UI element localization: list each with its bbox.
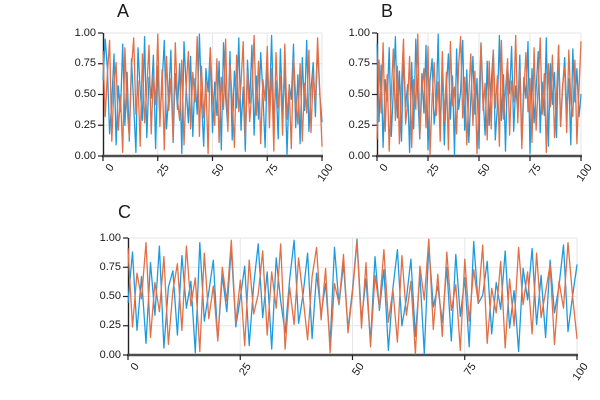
x-tick-label: 25 (154, 162, 172, 179)
chart-b-title: B (381, 1, 394, 21)
x-tick-label: 75 (461, 361, 479, 378)
chart-panel-c: C 0.00 0.25 0.50 0.75 1.00 0 25 50 75 100 (100, 203, 591, 383)
x-tick-label: 0 (128, 361, 142, 373)
y-tick-label: 0.25 (348, 118, 370, 131)
x-tick-label: 0 (103, 162, 117, 174)
x-tick-label: 0 (377, 162, 391, 174)
y-tick-label: 0.00 (74, 149, 96, 162)
y-tick-label: 0.50 (74, 88, 96, 100)
y-tick-label: 1.00 (99, 231, 121, 244)
x-tick-label: 75 (526, 162, 544, 179)
y-tick-label: 0.75 (74, 57, 96, 70)
x-tick-label: 50 (475, 162, 493, 179)
y-tick-label: 1.00 (348, 26, 370, 39)
y-tick-label: 0.50 (99, 290, 121, 302)
chart-c-title: C (118, 202, 131, 222)
chart-a-plot (98, 32, 323, 161)
y-tick-label: 1.00 (74, 26, 96, 39)
chart-b-plot (372, 32, 582, 161)
y-tick-label: 0.75 (99, 260, 121, 273)
x-tick-label: 100 (315, 162, 336, 184)
y-tick-label: 0.00 (99, 348, 121, 361)
x-tick-label: 100 (570, 361, 591, 383)
y-tick-label: 0.75 (348, 57, 370, 70)
y-tick-label: 0.25 (74, 118, 96, 131)
chart-c-plot (123, 237, 578, 360)
x-tick-label: 50 (209, 162, 227, 179)
x-tick-label: 100 (574, 162, 595, 184)
y-tick-label: 0.50 (348, 88, 370, 100)
chart-panel-a: A 0.00 0.25 0.50 0.75 1.00 0 25 50 75 100 (75, 2, 336, 184)
chart-a-title: A (117, 1, 130, 21)
x-tick-label: 25 (237, 361, 255, 378)
x-tick-label: 75 (264, 162, 282, 179)
x-tick-label: 50 (349, 361, 367, 378)
y-tick-label: 0.00 (348, 149, 370, 162)
y-tick-label: 0.25 (99, 319, 121, 332)
chart-panel-b: B 0.00 0.25 0.50 0.75 1.00 0 25 50 75 100 (349, 2, 595, 184)
x-tick-label: 25 (424, 162, 442, 179)
